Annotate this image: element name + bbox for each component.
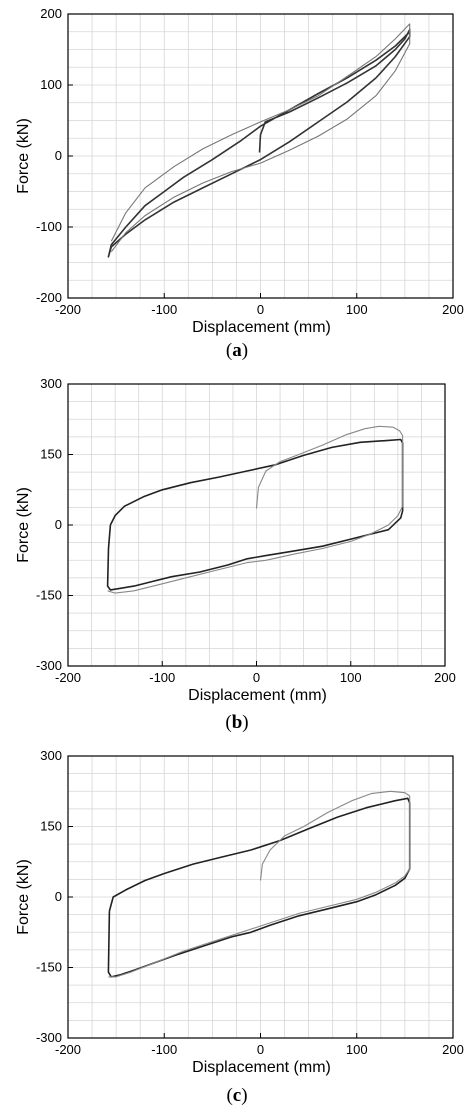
x-tick-label: -200 <box>55 302 81 317</box>
series-line-2 <box>110 23 411 253</box>
series-line-1 <box>106 438 404 591</box>
caption-b-letter: b <box>231 712 243 733</box>
x-tick-label: 100 <box>346 1042 368 1057</box>
caption-c-open: ( <box>226 1085 233 1106</box>
x-tick-label: 100 <box>340 670 362 685</box>
x-tick-label: 100 <box>346 302 368 317</box>
x-tick-label: -100 <box>151 302 177 317</box>
caption-a: (a) <box>0 340 474 362</box>
x-axis-label: Displacement (mm) <box>192 1059 331 1076</box>
y-tick-label: 200 <box>40 6 62 21</box>
series-line-2 <box>108 790 411 978</box>
y-tick-label: 100 <box>40 77 62 92</box>
y-tick-label: 300 <box>40 376 62 391</box>
y-axis-label: Force (kN) <box>15 487 32 563</box>
chart-a: -200 -100 0 100 200 -200 -100 0 100 200 Displaceme… <box>15 6 464 336</box>
y-tick-label: -300 <box>36 658 62 673</box>
caption-a-close: ) <box>241 340 249 361</box>
y-tick-label: 0 <box>55 889 62 904</box>
series-line-1 <box>107 28 411 258</box>
x-tick-label: 0 <box>257 302 264 317</box>
chart-b: -200 -100 0 100 200 -300 -150 0 150 300 Displaceme… <box>15 376 456 704</box>
figure-panel-b: -200 -100 0 100 200 -300 -150 0 150 300 Displaceme… <box>0 370 474 712</box>
y-tick-label: 150 <box>40 447 62 462</box>
figure-panel-c: -200 -100 0 100 200 -300 -150 0 150 300 Displaceme… <box>0 742 474 1084</box>
y-tick-label: 150 <box>40 819 62 834</box>
caption-c-letter: c <box>232 1085 242 1106</box>
x-tick-label: 0 <box>257 1042 264 1057</box>
series-line-2 <box>107 425 404 594</box>
y-tick-label: 0 <box>55 148 62 163</box>
caption-c-close: ) <box>241 1085 248 1106</box>
y-tick-label: -100 <box>36 219 62 234</box>
x-axis-label: Displacement (mm) <box>188 687 327 704</box>
x-tick-label: -200 <box>55 670 81 685</box>
caption-a-open: ( <box>225 340 233 361</box>
y-axis-label: Force (kN) <box>15 118 32 194</box>
y-tick-label: 300 <box>40 748 62 763</box>
y-tick-label: -150 <box>36 588 62 603</box>
y-tick-label: -300 <box>36 1030 62 1045</box>
caption-a-letter: a <box>232 340 242 361</box>
chart-c: -200 -100 0 100 200 -300 -150 0 150 300 Displaceme… <box>15 748 464 1076</box>
y-tick-label: 0 <box>55 517 62 532</box>
x-tick-label: 200 <box>442 302 464 317</box>
x-tick-label: -100 <box>149 670 175 685</box>
y-axis-label: Force (kN) <box>15 859 32 935</box>
figure-panel-a: -200 -100 0 100 200 -200 -100 0 100 200 Displaceme… <box>0 0 474 340</box>
y-tick-label: -150 <box>36 960 62 975</box>
x-tick-label: -100 <box>151 1042 177 1057</box>
x-tick-label: 200 <box>434 670 456 685</box>
x-axis-label: Displacement (mm) <box>192 319 331 336</box>
caption-b: (b) <box>0 712 474 734</box>
caption-b-close: ) <box>242 712 249 733</box>
y-tick-label: -200 <box>36 290 62 305</box>
x-tick-label: 200 <box>442 1042 464 1057</box>
x-tick-label: -200 <box>55 1042 81 1057</box>
x-tick-label: 0 <box>253 670 260 685</box>
caption-c: (c) <box>0 1085 474 1107</box>
caption-b-open: ( <box>225 712 232 733</box>
